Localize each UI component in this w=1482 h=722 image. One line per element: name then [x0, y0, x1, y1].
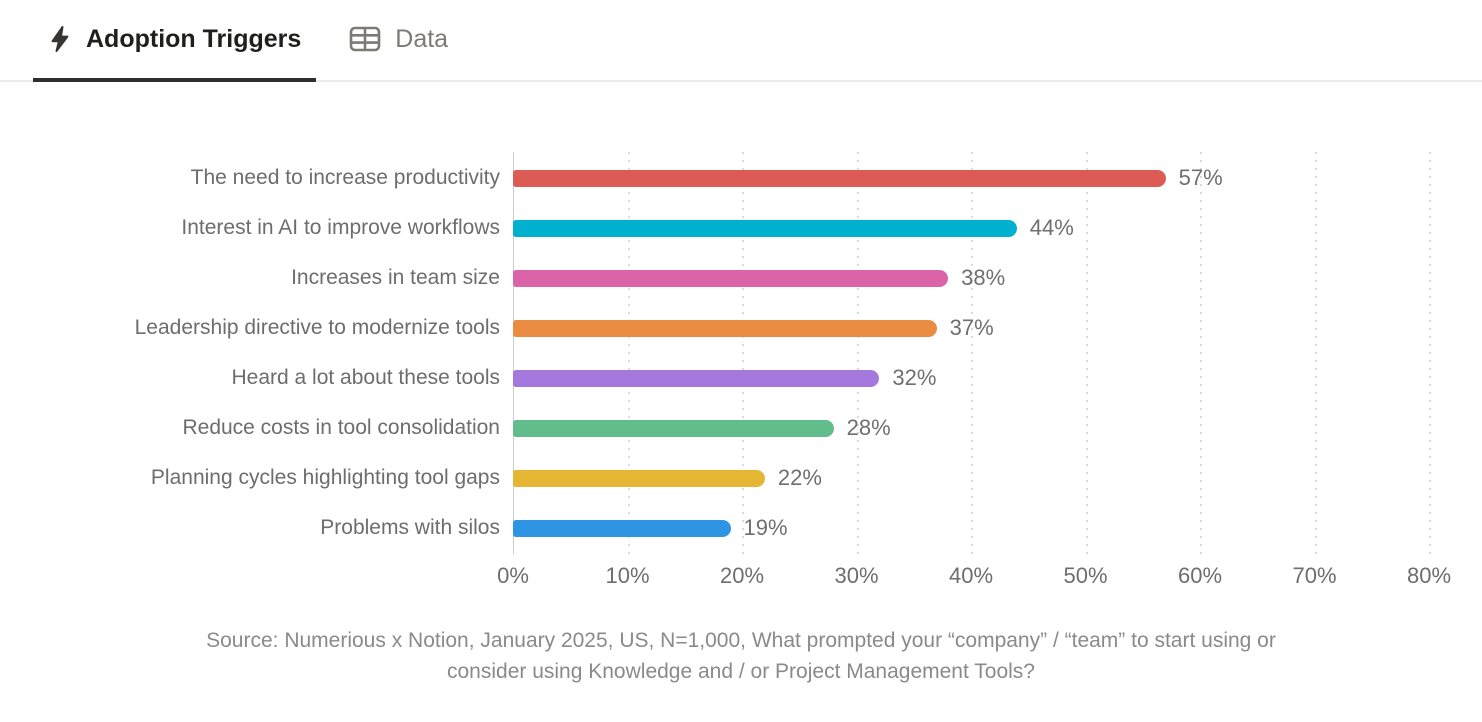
value-label: 37%: [949, 315, 994, 340]
lightning-bolt-icon: [48, 25, 72, 53]
plot-area: 28%: [513, 415, 1429, 441]
bar-row: The need to increase productivity 57%: [0, 153, 1482, 203]
bar[interactable]: [513, 369, 880, 387]
plot-area: 57%: [513, 165, 1429, 191]
bar[interactable]: [513, 319, 937, 337]
tab-adoption-triggers[interactable]: Adoption Triggers: [33, 0, 317, 82]
x-tick-label: 30%: [834, 563, 879, 588]
table-icon: [349, 26, 381, 52]
x-tick-label: 10%: [605, 563, 650, 588]
category-label: The need to increase productivity: [190, 166, 500, 189]
tab-data[interactable]: Data: [334, 0, 463, 82]
value-label: 38%: [961, 265, 1006, 290]
x-tick-label: 80%: [1406, 563, 1452, 588]
x-tick-label: 50%: [1063, 563, 1108, 588]
bar-chart: The need to increase productivity 57% Inte…: [0, 152, 1482, 597]
source-caption-line: Source: Numerious x Notion, January 2025…: [206, 629, 1276, 652]
x-tick-label: 70%: [1292, 563, 1337, 588]
plot-area: 38%: [513, 265, 1429, 291]
value-label: 22%: [777, 465, 822, 490]
chart-rows: The need to increase productivity 57% Inte…: [0, 152, 1482, 554]
category-label: Leadership directive to modernize tools: [134, 316, 500, 339]
source-caption-line: consider using Knowledge and / or Projec…: [447, 660, 1035, 683]
plot-area: 19%: [513, 515, 1429, 541]
bar[interactable]: [513, 269, 949, 287]
bar[interactable]: [513, 519, 731, 537]
x-tick-label: 0%: [497, 563, 529, 588]
bar-row: Problems with silos 19%: [0, 503, 1482, 553]
x-axis: 0% 10% 20% 30% 40% 50% 60% 70% 80%: [497, 563, 1451, 597]
plot-area: 22%: [513, 465, 1429, 491]
bar[interactable]: [513, 419, 834, 437]
bar[interactable]: [513, 469, 765, 487]
category-label: Planning cycles highlighting tool gaps: [150, 466, 500, 489]
value-label: 28%: [846, 415, 891, 440]
plot-area: 37%: [513, 315, 1429, 341]
x-tick-label: 40%: [948, 563, 994, 588]
source-caption: Source: Numerious x Notion, January 2025…: [71, 625, 1411, 687]
bar-row: Increases in team size 38%: [0, 253, 1482, 303]
category-label: Problems with silos: [320, 516, 500, 539]
value-label: 57%: [1178, 165, 1223, 190]
value-label: 32%: [892, 365, 937, 390]
category-label: Heard a lot about these tools: [231, 366, 500, 389]
bar[interactable]: [513, 169, 1166, 187]
category-label: Interest in AI to improve workflows: [181, 216, 500, 239]
bar-row: Planning cycles highlighting tool gaps 22…: [0, 453, 1482, 503]
bar-row: Interest in AI to improve workflows 44%: [0, 203, 1482, 253]
plot-area: 44%: [513, 215, 1429, 241]
tab-label: Adoption Triggers: [86, 24, 302, 53]
tab-label: Data: [395, 24, 449, 53]
category-label: Increases in team size: [291, 266, 500, 289]
bar-row: Reduce costs in tool consolidation 28%: [0, 403, 1482, 453]
plot-area: 32%: [513, 365, 1429, 391]
bar[interactable]: [513, 219, 1017, 237]
value-label: 44%: [1029, 215, 1074, 240]
tab-bar: Adoption Triggers Data: [0, 0, 1482, 82]
bar-row: Heard a lot about these tools 32%: [0, 353, 1482, 403]
category-label: Reduce costs in tool consolidation: [182, 416, 500, 439]
bar-row: Leadership directive to modernize tools 3…: [0, 303, 1482, 353]
x-tick-label: 20%: [719, 563, 765, 588]
value-label: 19%: [743, 515, 788, 540]
x-tick-label: 60%: [1177, 563, 1223, 588]
